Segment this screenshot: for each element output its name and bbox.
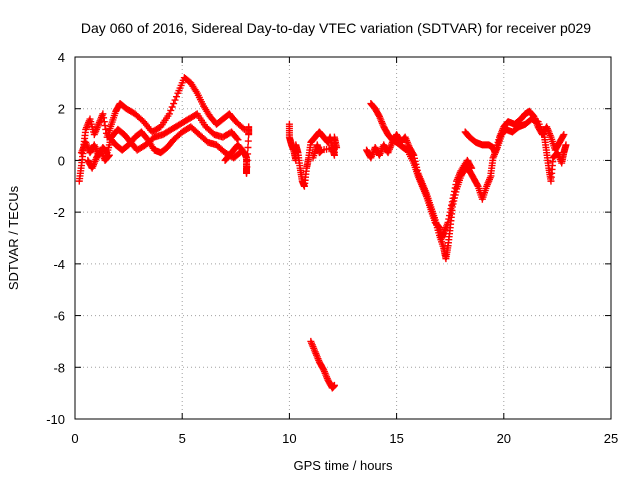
data-point [243,163,251,171]
data-point [172,93,180,101]
data-point [171,96,179,104]
data-point [101,122,109,130]
data-point [243,156,251,164]
data-point [447,205,455,213]
data-point [452,181,460,189]
data-point [562,141,570,149]
y-tick-label: -10 [46,412,65,427]
data-point [467,163,475,171]
x-tick-label: 20 [497,431,511,446]
grid-lines [75,57,611,419]
data-point [445,215,453,223]
data-point [473,181,481,189]
data-point [100,118,108,126]
y-tick-label: 2 [58,102,65,117]
data-point [170,100,178,108]
data-point [444,218,452,226]
data-point [99,110,107,118]
data-point [244,144,252,151]
y-tick-label: 4 [58,50,65,65]
data-point [245,123,253,131]
x-axis-label: GPS time / hours [294,458,393,473]
data-point [244,150,252,158]
y-tick-label: -6 [53,309,65,324]
y-tick-label: -2 [53,205,65,220]
x-tick-label: 5 [179,431,186,446]
series-trace-g [307,337,338,392]
data-point [448,201,456,209]
data-point [168,103,176,111]
data-point [449,194,457,202]
y-tick-labels: -10 -8 -6 -4 -2 0 2 4 [46,50,65,427]
data-point [165,110,173,118]
y-tick-label: 0 [58,153,65,168]
y-tick-label: -8 [53,360,65,375]
data-point [309,154,317,162]
data-point [330,381,338,389]
x-tick-label: 10 [282,431,296,446]
x-tick-label: 15 [389,431,403,446]
series-trace-a [75,74,248,185]
data-point [448,198,456,206]
series-trace-i [367,100,476,242]
series-trace-d [84,146,113,172]
data-point [100,114,108,122]
data-point [559,132,567,140]
series-trace-c [105,123,244,162]
data-point [450,187,458,195]
data-points [75,74,570,392]
data-point [450,191,458,199]
data-point [243,169,251,177]
data-point [451,184,459,192]
data-point [560,131,568,139]
data-point [445,212,453,220]
data-point [105,152,113,160]
series-trace-e [221,123,253,177]
x-tick-label: 25 [604,431,618,446]
data-point [105,151,113,159]
chart-title: Day 060 of 2016, Sidereal Day-to-day VTE… [81,20,591,36]
y-tick-label: -4 [53,257,65,272]
series-trace-f [285,120,341,190]
data-point [446,208,454,216]
x-tick-label: 0 [71,431,78,446]
x-tick-labels: 0 5 10 15 20 25 [71,431,618,446]
series-trace-k [487,115,570,185]
data-point [244,137,252,145]
y-axis-label: SDTVAR / TECUs [6,185,21,290]
data-point [167,106,175,114]
data-point [468,164,476,172]
data-point [233,134,241,142]
plot-frame [74,56,612,420]
